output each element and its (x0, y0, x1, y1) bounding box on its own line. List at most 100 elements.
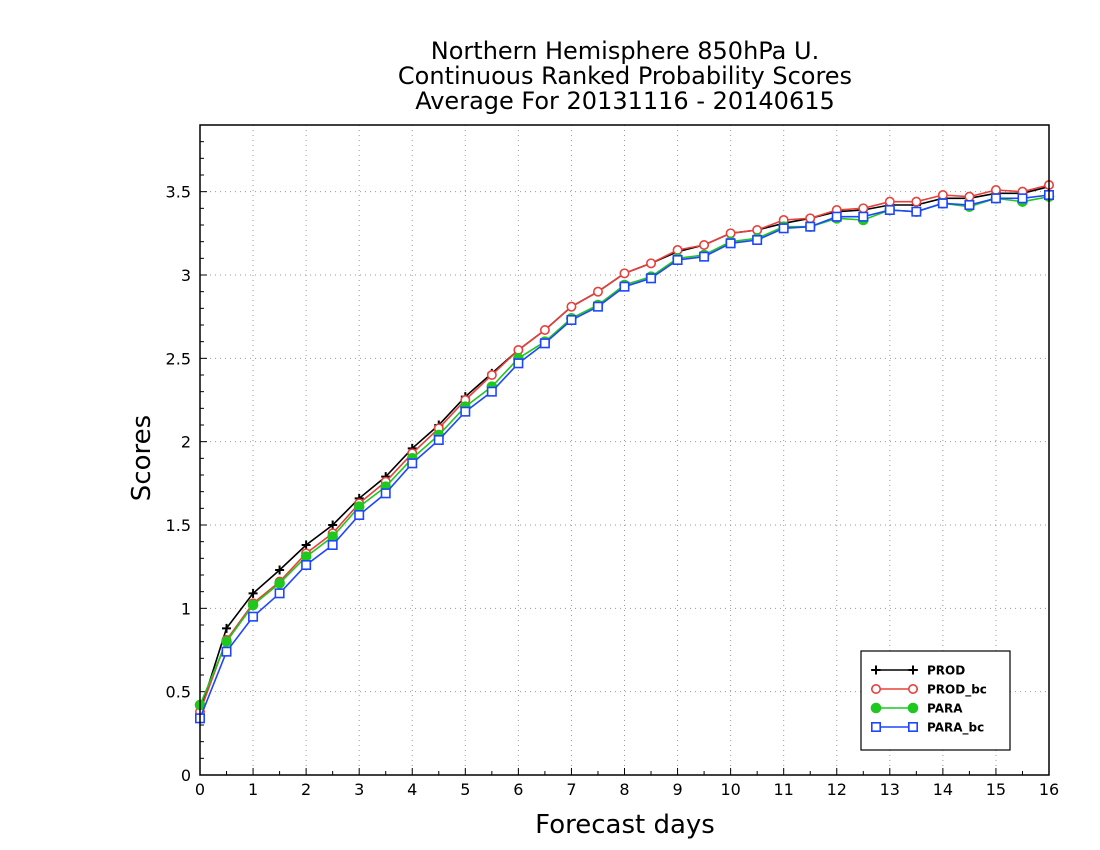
y-axis-label: Scores (127, 415, 157, 501)
para-bc-marker (831, 211, 842, 222)
legend-item-prod-bc: PROD_bc (870, 683, 987, 698)
para-bc-marker (221, 646, 232, 657)
para-bc-marker (778, 223, 789, 234)
para-marker (247, 599, 259, 611)
x-tick-label: 4 (407, 780, 417, 799)
series-para-bc (195, 190, 1055, 724)
y-tick-label: 3.5 (166, 183, 191, 202)
prod-marker (328, 520, 338, 530)
para-bc-marker (858, 211, 869, 222)
legend-label: PROD_bc (927, 683, 987, 698)
prod-bc-marker (884, 196, 895, 207)
para-bc-marker (592, 301, 603, 312)
prod-marker (248, 588, 258, 598)
chart-title-line-2: Continuous Ranked Probability Scores (398, 62, 852, 90)
prod-marker (275, 565, 285, 575)
para-marker (221, 636, 232, 647)
legend-box (860, 650, 1011, 751)
x-tick-label: 16 (1039, 780, 1059, 799)
para-bc-marker (274, 588, 285, 599)
prod-bc-marker (752, 225, 763, 236)
x-tick-label: 1 (248, 780, 258, 799)
prod-bc-marker (805, 213, 816, 224)
para-bc-marker (725, 238, 736, 249)
legend-para-marker (870, 702, 882, 714)
y-tick-labels: 0 0.5 1 1.5 2 2.5 3 3.5 (166, 183, 191, 785)
prod-bc-marker (964, 191, 975, 202)
para-bc-marker (301, 559, 312, 570)
para-bc-marker (990, 193, 1001, 204)
x-tick-label: 0 (195, 780, 205, 799)
prod-bc-marker (990, 185, 1001, 196)
y-tick-label: 2 (181, 433, 191, 452)
y-tick-label: 1 (181, 599, 191, 618)
prod-bc-marker (592, 286, 603, 297)
chart-title-line-1: Northern Hemisphere 850hPa U. (431, 37, 819, 65)
para-bc-marker (1017, 193, 1028, 204)
plot-frame (199, 124, 1050, 776)
y-tick-label: 2.5 (166, 349, 191, 368)
para-bc-marker (937, 198, 948, 209)
para-bc-marker (354, 509, 365, 520)
y-tick-label: 0.5 (166, 683, 191, 702)
para-bc-marker (646, 273, 657, 284)
para-bc-marker (486, 386, 497, 397)
prod-bc-marker (566, 301, 577, 312)
y-tick-label: 1.5 (166, 516, 191, 535)
x-tick-label: 10 (720, 780, 740, 799)
prod-marker (301, 540, 311, 550)
prod-bc-marker (646, 258, 657, 269)
prod-bc-marker (911, 196, 922, 207)
prod-bc-marker (858, 203, 869, 214)
x-tick-label: 15 (986, 780, 1006, 799)
para-bc-marker (248, 611, 259, 622)
para-bc-marker (911, 206, 922, 217)
prod-bc-marker (619, 268, 630, 279)
legend: PROD PROD_bc PARA PARA_bc (860, 650, 1011, 751)
legend-para-marker (907, 702, 919, 714)
para-bc-marker (752, 235, 763, 246)
x-tick-label: 8 (619, 780, 629, 799)
prod-bc-marker (937, 190, 948, 201)
x-tick-label: 2 (301, 780, 311, 799)
legend-label: PARA_bc (927, 721, 984, 736)
para-bc-marker (805, 221, 816, 232)
prod-bc-marker (725, 228, 736, 239)
x-tick-label: 11 (774, 780, 794, 799)
para-bc-marker (460, 406, 471, 417)
x-tick-label: 13 (880, 780, 900, 799)
para-bc-marker (566, 314, 577, 325)
chart-title-line-3: Average For 20131116 - 20140615 (415, 87, 835, 115)
x-tick-label: 5 (460, 780, 470, 799)
legend-prod-bc-marker (907, 683, 918, 694)
legend-label: PARA (927, 702, 963, 716)
x-tick-labels: 0 1 2 3 4 5 6 7 8 9 10 11 12 13 14 15 16 (195, 780, 1059, 799)
series-lines (194, 180, 1055, 724)
x-tick-label: 14 (933, 780, 953, 799)
legend-item-prod: PROD (871, 664, 965, 678)
legend-item-para-bc: PARA_bc (870, 721, 984, 736)
legend-label: PROD (927, 664, 965, 678)
para-bc-marker (884, 205, 895, 216)
prod-marker (222, 623, 232, 633)
para-bc-marker (513, 358, 524, 369)
para-bc-marker (327, 539, 338, 550)
para-bc-marker (539, 338, 550, 349)
para-bc-marker (964, 200, 975, 211)
legend-prod-bc-marker (870, 683, 881, 694)
para-bc-marker (619, 281, 630, 292)
prod-bc-marker (672, 245, 683, 256)
legend-para-bc-marker (907, 721, 918, 732)
para-bc-marker (433, 434, 444, 445)
prod-bc-marker (699, 240, 710, 251)
y-tick-label: 0 (181, 766, 191, 785)
prod-bc-marker (513, 344, 524, 355)
legend-prod-marker (871, 665, 881, 675)
para-bc-marker (407, 458, 418, 469)
x-tick-label: 7 (566, 780, 576, 799)
prod-bc-marker (539, 324, 550, 335)
legend-para-bc-marker (870, 721, 881, 732)
x-tick-label: 12 (827, 780, 847, 799)
x-tick-label: 3 (354, 780, 364, 799)
para-bc-marker (699, 251, 710, 262)
